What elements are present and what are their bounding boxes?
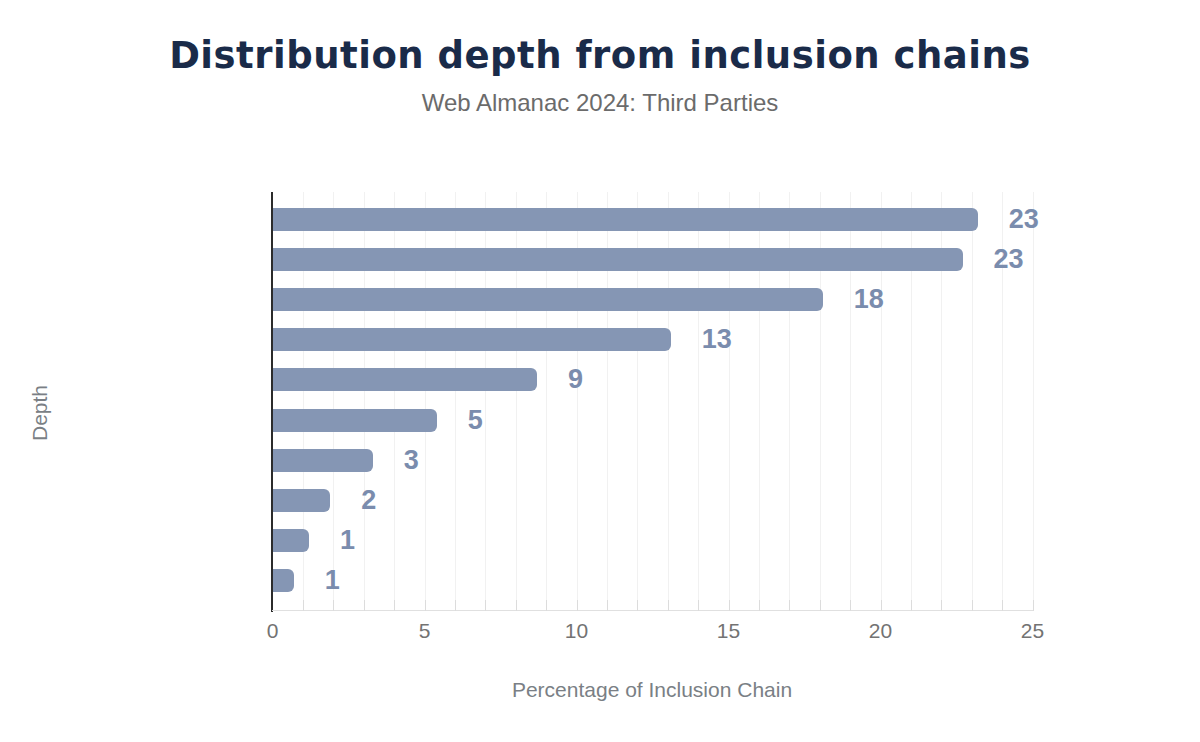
axis-tick xyxy=(1002,600,1003,611)
x-tick-label-10: 10 xyxy=(537,619,617,643)
y-tick-label-depth-10 xyxy=(170,568,260,591)
chart-subtitle: Web Almanac 2024: Third Parties xyxy=(0,89,1200,117)
data-label-depth-9: 1 xyxy=(340,526,355,554)
y-axis-title: Depth xyxy=(29,313,51,513)
y-tick-label-depth-1 xyxy=(170,207,260,230)
axis-tick xyxy=(911,600,912,611)
axis-tick xyxy=(516,600,517,611)
y-tick-label-depth-7 xyxy=(170,448,260,471)
y-tick-label-depth-2 xyxy=(170,247,260,270)
axis-tick xyxy=(455,600,456,611)
x-tick-label-0: 0 xyxy=(233,619,313,643)
axis-tick xyxy=(941,600,942,611)
data-label-depth-10: 1 xyxy=(325,566,340,594)
x-tick-label-15: 15 xyxy=(689,619,769,643)
axis-tick xyxy=(394,600,395,611)
axis-tick xyxy=(425,600,426,611)
axis-tick xyxy=(607,600,608,611)
y-tick-label-depth-9 xyxy=(170,528,260,551)
data-label-depth-1: 23 xyxy=(1009,205,1039,233)
x-axis-title: Percentage of Inclusion Chain xyxy=(352,678,952,702)
bar-depth-10 xyxy=(273,569,294,592)
axis-tick xyxy=(729,600,730,611)
axis-tick xyxy=(820,600,821,611)
x-axis-line xyxy=(272,610,1033,611)
data-label-depth-5: 9 xyxy=(568,365,583,393)
x-tick-label-25: 25 xyxy=(993,619,1073,643)
bar-depth-8 xyxy=(273,489,331,512)
axis-tick xyxy=(789,600,790,611)
bar-depth-9 xyxy=(273,529,309,552)
bar-depth-4 xyxy=(273,328,671,351)
axis-tick xyxy=(850,600,851,611)
bar-depth-7 xyxy=(273,449,373,472)
axis-tick xyxy=(485,600,486,611)
bar-depth-6 xyxy=(273,409,437,432)
y-tick-label-depth-5 xyxy=(170,367,260,390)
y-tick-label-depth-4 xyxy=(170,327,260,350)
bar-depth-3 xyxy=(273,288,823,311)
bar-depth-1 xyxy=(273,208,978,231)
data-label-depth-7: 3 xyxy=(404,446,419,474)
axis-tick xyxy=(759,600,760,611)
axis-tick xyxy=(698,600,699,611)
axis-tick xyxy=(881,600,882,611)
data-label-depth-2: 23 xyxy=(994,245,1024,273)
axis-tick xyxy=(364,600,365,611)
axis-tick xyxy=(668,600,669,611)
axis-tick xyxy=(1033,600,1034,611)
data-label-depth-8: 2 xyxy=(361,486,376,514)
axis-tick xyxy=(972,600,973,611)
data-label-depth-4: 13 xyxy=(702,325,732,353)
y-tick-label-depth-6 xyxy=(170,408,260,431)
axis-tick xyxy=(333,600,334,611)
bar-depth-2 xyxy=(273,248,963,271)
x-tick-label-20: 20 xyxy=(841,619,921,643)
y-tick-label-depth-3 xyxy=(170,287,260,310)
data-label-depth-3: 18 xyxy=(854,285,884,313)
axis-tick xyxy=(637,600,638,611)
axis-tick xyxy=(577,600,578,611)
y-tick-label-depth-8 xyxy=(170,488,260,511)
chart-title: Distribution depth from inclusion chains xyxy=(0,34,1200,77)
gridline xyxy=(1033,192,1034,610)
gridline xyxy=(972,192,973,610)
data-label-depth-6: 5 xyxy=(468,406,483,434)
bar-depth-5 xyxy=(273,368,537,391)
bar-chart: Distribution depth from inclusion chains… xyxy=(0,0,1200,742)
x-tick-label-5: 5 xyxy=(385,619,465,643)
axis-tick xyxy=(546,600,547,611)
axis-tick xyxy=(303,600,304,611)
